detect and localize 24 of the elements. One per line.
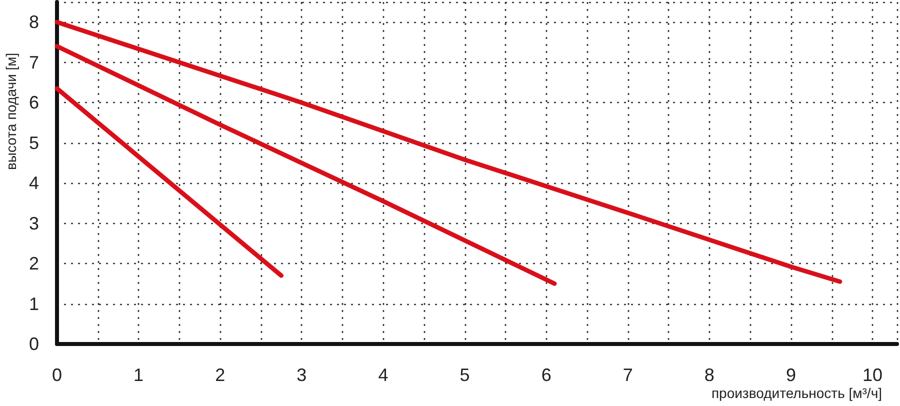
y-tick-label: 7 [28, 52, 39, 72]
x-tick-label: 3 [296, 365, 307, 385]
y-tick-label: 6 [28, 92, 39, 113]
x-tick-label: 1 [134, 365, 144, 385]
x-tick-label: 2 [215, 365, 226, 385]
y-tick-label: 8 [28, 12, 39, 32]
y-tick-label: 5 [28, 132, 39, 153]
x-tick-label: 7 [622, 365, 633, 385]
y-tick-label: 4 [28, 173, 39, 194]
y-axis-title: высота подачи [м] [3, 52, 19, 170]
y-tick-label: 1 [28, 294, 39, 314]
x-tick-label: 4 [378, 365, 388, 385]
line-series [54, 44, 557, 286]
x-tick-label: 10 [862, 365, 883, 385]
y-tick-label: 0 [28, 334, 39, 354]
x-tick-label: 0 [52, 365, 62, 385]
x-axis-title: производительность [м³/ч] [711, 385, 882, 401]
line-series [54, 20, 842, 284]
x-tick-label: 5 [460, 365, 470, 385]
x-tick-label: 9 [786, 365, 796, 385]
y-tick-label: 3 [28, 213, 39, 234]
x-tick-label: 8 [704, 365, 714, 385]
y-tick-label: 2 [28, 254, 39, 274]
x-tick-label: 6 [541, 365, 552, 385]
